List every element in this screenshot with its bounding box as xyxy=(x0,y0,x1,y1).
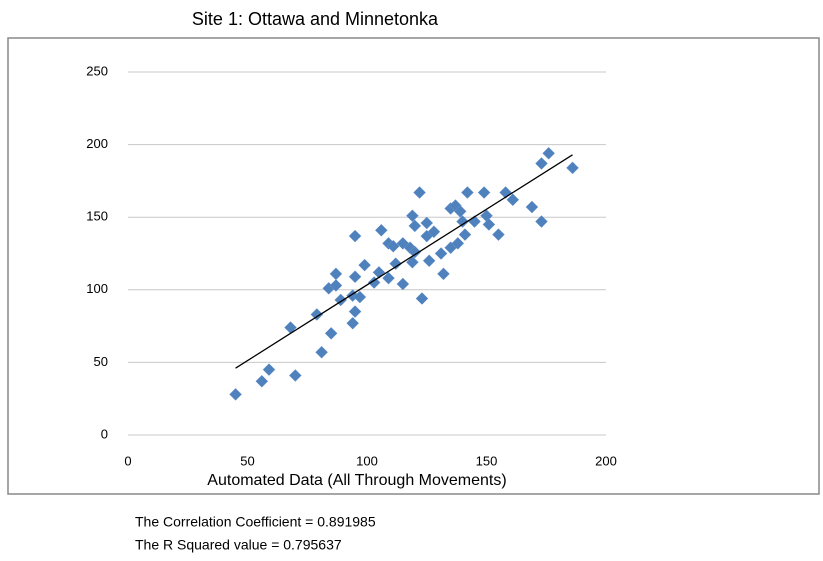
y-tick-label: 200 xyxy=(86,136,108,151)
chart-title: Site 1: Ottawa and Minnetonka xyxy=(192,9,439,29)
point xyxy=(348,270,362,284)
x-axis-label: Automated Data (All Through Movements) xyxy=(207,472,506,489)
point xyxy=(315,345,328,359)
point xyxy=(288,369,302,382)
y-tick-label: 150 xyxy=(86,209,108,224)
x-tick-label: 150 xyxy=(476,453,498,468)
point xyxy=(353,290,367,304)
point xyxy=(389,257,403,271)
point xyxy=(535,157,548,170)
point xyxy=(535,215,548,228)
point xyxy=(348,305,362,318)
point xyxy=(420,216,434,230)
point xyxy=(408,245,422,259)
x-tick-label: 200 xyxy=(595,453,617,468)
y-tick-label: 100 xyxy=(86,281,108,296)
point xyxy=(348,229,362,243)
point xyxy=(367,276,381,289)
point xyxy=(566,161,579,175)
x-tick-label: 50 xyxy=(240,453,254,468)
point xyxy=(461,186,474,199)
point xyxy=(506,193,520,207)
y-tick-label: 250 xyxy=(86,63,108,78)
point xyxy=(262,363,276,377)
point xyxy=(415,292,429,305)
point xyxy=(477,186,491,199)
point xyxy=(386,239,400,253)
point xyxy=(525,200,539,214)
point xyxy=(229,387,242,401)
point xyxy=(358,258,371,272)
point xyxy=(310,308,324,321)
point xyxy=(346,316,360,330)
point xyxy=(382,271,395,285)
point xyxy=(372,266,386,279)
point xyxy=(451,236,465,250)
point xyxy=(396,277,410,291)
point xyxy=(453,205,467,218)
y-tick-label: 0 xyxy=(101,426,108,441)
point xyxy=(427,225,441,239)
point xyxy=(329,279,343,292)
point xyxy=(492,228,505,241)
point xyxy=(374,223,388,237)
point xyxy=(482,218,496,231)
point xyxy=(413,186,426,199)
point xyxy=(329,267,343,281)
y-tick-label: 50 xyxy=(94,354,108,369)
x-tick-label: 0 xyxy=(124,453,131,468)
point xyxy=(437,267,450,281)
point xyxy=(422,254,436,268)
chart-border xyxy=(7,37,820,495)
point xyxy=(284,321,297,334)
x-tick-label: 100 xyxy=(356,453,378,468)
point xyxy=(406,255,419,269)
point xyxy=(324,327,338,340)
point xyxy=(408,219,422,233)
trendline xyxy=(235,154,573,369)
point xyxy=(255,374,269,388)
point xyxy=(542,146,555,160)
point xyxy=(434,247,448,260)
point xyxy=(458,228,472,241)
note: The R Squared value = 0.795637 xyxy=(135,537,342,553)
point xyxy=(406,209,419,223)
point xyxy=(456,215,469,228)
note: The Correlation Coefficient = 0.891985 xyxy=(135,514,376,530)
